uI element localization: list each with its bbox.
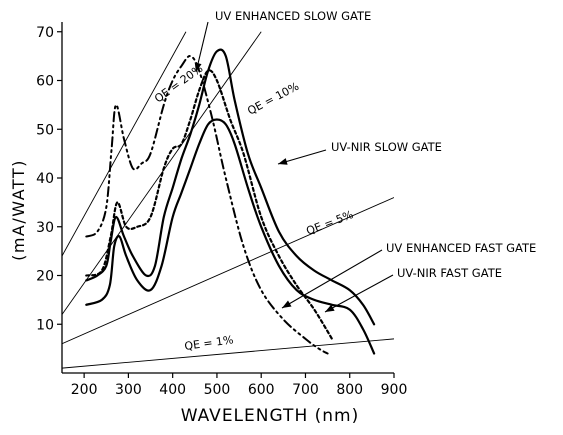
y-tick-label-40: 40 <box>36 171 54 187</box>
x-axis-label: WAVELENGTH (nm) <box>181 406 359 426</box>
axes <box>57 22 395 378</box>
x-tick-label-400: 400 <box>159 382 186 398</box>
x-tick-label-800: 800 <box>336 382 363 398</box>
qe-1-line <box>62 338 394 369</box>
x-tick-label-200: 200 <box>71 382 98 398</box>
qe-10-label: QE = 10% <box>245 80 301 118</box>
uv-enhanced-fast-gate-leader <box>281 249 383 309</box>
uv-enhanced-slow-gate-label: UV ENHANCED SLOW GATE <box>215 9 371 23</box>
uv-enhanced-slow-gate-arrowhead <box>194 62 202 72</box>
y-tick-label-30: 30 <box>36 220 54 236</box>
uv-enhanced-fast-gate-line <box>85 69 334 340</box>
y-tick-label-50: 50 <box>36 122 54 138</box>
y-tick-label-70: 70 <box>36 25 54 41</box>
qe-5-line <box>62 197 394 345</box>
x-tick-label-600: 600 <box>248 382 275 398</box>
y-tick-label-60: 60 <box>36 74 54 90</box>
uv-enhanced-slow-gate-line <box>85 55 329 355</box>
y-axis-label: (mA/WATT) <box>9 159 28 261</box>
tick-labels: 200 300 400 500 600 700 800 900 10 20 30 40 50 60 70 <box>36 25 407 398</box>
x-tick-label-900: 900 <box>381 382 408 398</box>
qe-20-line <box>62 31 187 257</box>
uv-nir-slow-gate-arrowhead <box>278 158 288 165</box>
uv-enhanced-fast-gate-label: UV ENHANCED FAST GATE <box>386 241 536 255</box>
uv-nir-fast-gate-leader <box>324 274 394 313</box>
y-tick-label-10: 10 <box>36 317 54 333</box>
qe-5-label: QE = 5% <box>304 208 355 238</box>
series-lines <box>85 48 376 355</box>
x-tick-label-500: 500 <box>204 382 231 398</box>
x-tick-label-300: 300 <box>115 382 142 398</box>
uv-enhanced-fast-gate-arrowhead <box>282 300 292 308</box>
annotations: UV ENHANCED SLOW GATE UV-NIR SLOW GATE UV … <box>194 9 536 313</box>
y-tick-label-20: 20 <box>36 269 54 285</box>
uv-nir-slow-gate-label: UV-NIR SLOW GATE <box>331 140 442 154</box>
uv-nir-slow-gate-line <box>85 48 376 326</box>
uv-nir-fast-gate-arrowhead <box>325 304 335 312</box>
uv-nir-fast-gate-line <box>85 118 376 355</box>
uv-nir-fast-gate-label: UV-NIR FAST GATE <box>397 266 502 280</box>
qe-1-label: QE = 1% <box>184 333 235 353</box>
x-tick-label-700: 700 <box>292 382 319 398</box>
qe-lines <box>62 31 394 369</box>
